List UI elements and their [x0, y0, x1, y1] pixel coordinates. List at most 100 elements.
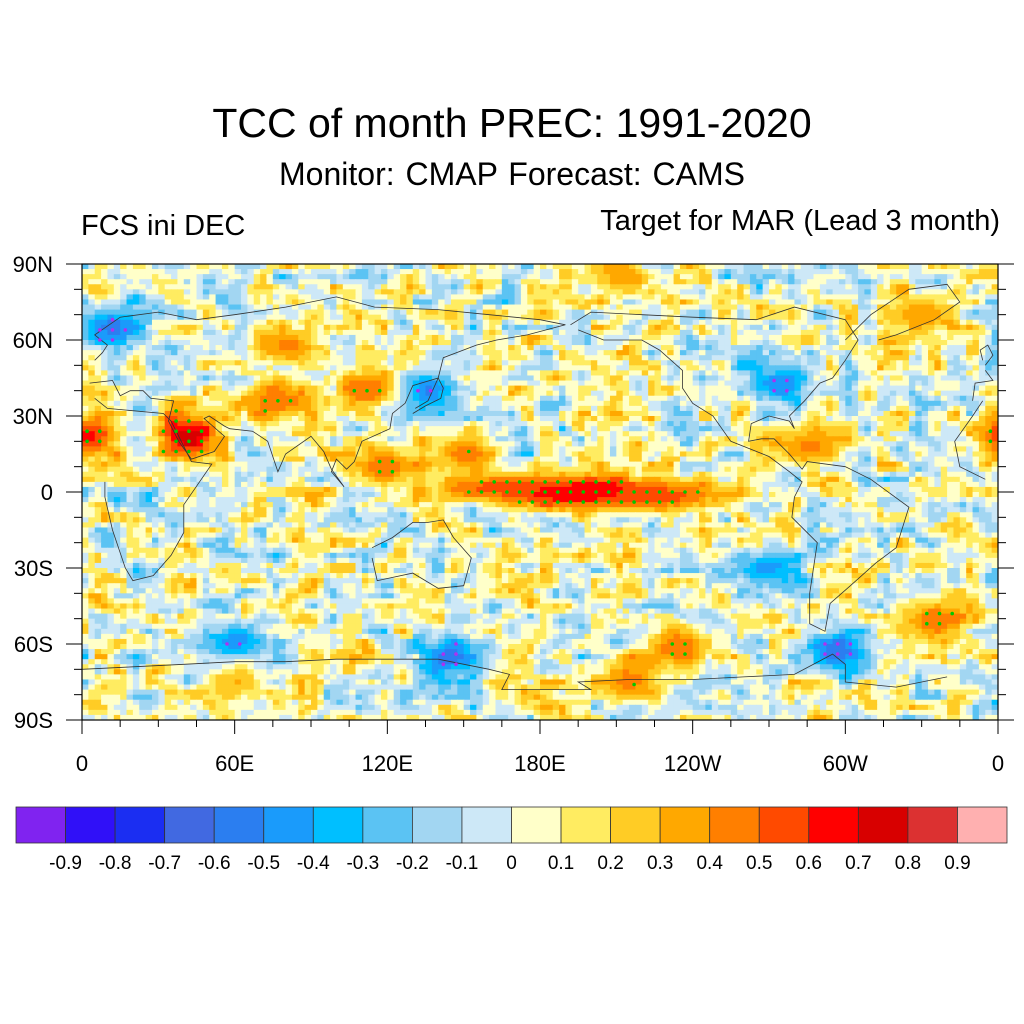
field-cell: [330, 410, 338, 417]
field-cell: [279, 431, 287, 437]
field-cell: [450, 340, 458, 346]
field-cell: [330, 334, 338, 341]
field-cell: [380, 314, 388, 321]
field-cell: [679, 365, 687, 371]
field-cell: [495, 264, 503, 270]
field-cell: [686, 319, 694, 326]
field-cell: [667, 329, 675, 336]
field-cell: [291, 360, 299, 366]
field-cell: [540, 299, 547, 306]
field-cell: [629, 324, 637, 331]
field-cell: [444, 416, 452, 422]
field-cell: [832, 431, 840, 437]
field-cell: [889, 375, 897, 382]
field-cell: [978, 395, 986, 402]
field-cell: [145, 264, 153, 270]
field-cell: [622, 421, 630, 427]
field-cell: [260, 289, 268, 295]
field-cell: [425, 309, 433, 316]
field-cell: [679, 395, 687, 402]
field-cell: [832, 405, 840, 412]
field-cell: [412, 294, 420, 301]
field-cell: [571, 334, 579, 341]
field-cell: [699, 380, 706, 387]
field-cell: [520, 314, 528, 321]
field-cell: [686, 304, 694, 311]
field-cell: [291, 299, 299, 306]
field-cell: [654, 264, 662, 270]
field-cell: [330, 355, 338, 361]
field-cell: [272, 395, 280, 402]
field-cell: [107, 279, 115, 285]
field-cell: [126, 370, 134, 377]
field-cell: [476, 360, 484, 366]
field-cell: [609, 334, 617, 341]
field-cell: [311, 345, 318, 351]
field-cell: [635, 416, 643, 422]
field-cell: [616, 380, 624, 387]
field-cell: [565, 355, 573, 361]
field-cell: [495, 410, 503, 417]
field-cell: [368, 431, 376, 437]
field-cell: [749, 370, 757, 377]
field-cell: [966, 304, 974, 311]
field-cell: [718, 405, 726, 412]
field-cell: [444, 279, 452, 285]
field-cell: [247, 264, 255, 270]
field-cell: [928, 355, 935, 361]
field-cell: [781, 385, 789, 392]
field-cell: [794, 304, 802, 311]
field-cell: [330, 416, 338, 422]
field-cell: [800, 345, 808, 351]
field-cell: [724, 324, 732, 331]
field-cell: [126, 421, 134, 427]
field-cell: [934, 426, 942, 432]
field-cell: [813, 304, 821, 311]
field-cell: [368, 416, 376, 422]
field-cell: [896, 365, 904, 371]
field-cell: [291, 284, 299, 290]
field-cell: [253, 390, 261, 397]
field-cell: [794, 400, 802, 407]
field-cell: [908, 370, 916, 377]
field-cell: [241, 395, 248, 402]
field-cell: [323, 319, 331, 326]
field-cell: [654, 345, 662, 351]
field-cell: [196, 289, 204, 295]
field-cell: [476, 436, 484, 442]
field-cell: [819, 334, 827, 341]
field-cell: [221, 324, 229, 331]
field-cell: [781, 324, 789, 331]
field-cell: [183, 380, 191, 387]
field-cell: [552, 279, 560, 285]
field-cell: [737, 289, 745, 295]
field-cell: [660, 340, 668, 346]
field-cell: [908, 304, 916, 311]
field-cell: [908, 426, 916, 432]
field-cell: [724, 294, 732, 301]
field-cell: [463, 340, 471, 346]
field-cell: [285, 334, 293, 341]
field-cell: [489, 421, 497, 427]
field-cell: [317, 436, 325, 442]
field-cell: [285, 416, 293, 422]
field-cell: [800, 370, 808, 377]
field-cell: [800, 416, 808, 422]
field-cell: [374, 360, 382, 366]
field-cell: [959, 279, 967, 285]
field-cell: [934, 405, 942, 412]
field-cell: [928, 334, 935, 341]
field-cell: [686, 421, 694, 427]
field-cell: [978, 410, 986, 417]
field-cell: [940, 274, 948, 280]
field-cell: [374, 269, 382, 275]
field-cell: [622, 390, 630, 397]
field-cell: [355, 284, 363, 290]
field-cell: [126, 319, 134, 326]
field-cell: [743, 370, 751, 377]
field-cell: [877, 274, 885, 280]
field-cell: [279, 289, 287, 295]
field-cell: [883, 405, 891, 412]
field-cell: [387, 355, 395, 361]
field-cell: [788, 375, 796, 382]
